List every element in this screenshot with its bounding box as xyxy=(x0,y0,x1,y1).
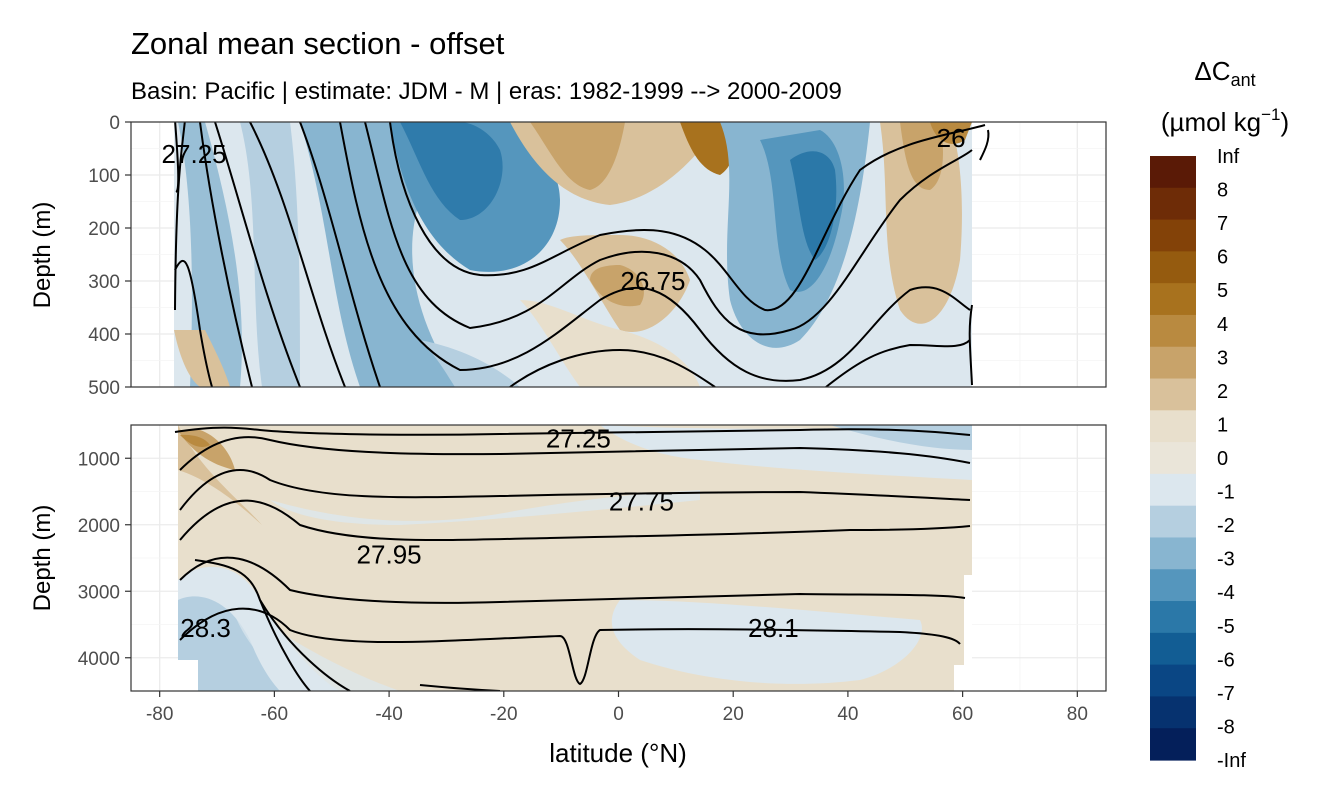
legend-swatch xyxy=(1150,378,1196,411)
legend-swatch xyxy=(1150,283,1196,316)
chart-subtitle: Basin: Pacific | estimate: JDM - M | era… xyxy=(131,78,842,105)
legend-label: -1 xyxy=(1217,482,1235,504)
panel-bottom-field xyxy=(178,425,972,691)
legend: ΔCant (µmol kg−1) Inf 8 7 6 5 4 3 2 1 0 -1 -2 -3 -4 -5… xyxy=(1150,56,1289,772)
legend-swatch xyxy=(1150,696,1196,729)
contour-label: 26 xyxy=(937,123,966,153)
chart-title: Zonal mean section - offset xyxy=(131,26,505,61)
y-tick-label: 100 xyxy=(88,166,120,187)
panel-bottom-contour-labels: 27.25 27.75 27.95 28.3 28.1 xyxy=(180,423,798,643)
legend-title: ΔCant xyxy=(1194,56,1255,90)
panel-bottom-y-label: Depth (m) xyxy=(29,505,56,612)
x-tick-label: -40 xyxy=(375,704,402,725)
legend-swatch xyxy=(1150,505,1196,539)
panel-bottom: 27.25 27.75 27.95 28.3 28.1 1000 2000 3000 4000… xyxy=(29,423,1107,692)
x-axis: -80 -60 -40 -20 0 20 40 60 80 xyxy=(146,691,1088,725)
y-tick-label: 4000 xyxy=(78,649,120,670)
panel-top-isopycnals xyxy=(174,122,990,387)
x-tick-label: -60 xyxy=(261,704,288,725)
legend-swatch xyxy=(1150,346,1196,380)
panel-top-y-axis: 0 100 200 300 400 500 xyxy=(88,113,131,399)
y-tick-label: 300 xyxy=(88,272,120,293)
x-tick-label: -80 xyxy=(146,704,173,725)
legend-label: 5 xyxy=(1217,280,1228,302)
x-tick-label: 60 xyxy=(952,704,973,725)
y-tick-label: 400 xyxy=(88,325,120,346)
legend-swatch xyxy=(1150,410,1196,443)
x-tick-label: 40 xyxy=(837,704,858,725)
y-tick-label: 1000 xyxy=(78,449,120,470)
legend-swatch xyxy=(1150,728,1196,761)
panel-top-contour-labels: 27.25 26.75 26 xyxy=(162,123,966,296)
legend-swatch xyxy=(1150,632,1196,666)
panel-top-field xyxy=(174,122,972,387)
x-tick-label: -20 xyxy=(490,704,517,725)
y-tick-label: 200 xyxy=(88,219,120,240)
y-tick-label: 0 xyxy=(109,113,120,134)
legend-label: Inf xyxy=(1217,146,1240,168)
legend-label: -5 xyxy=(1217,616,1235,638)
legend-label: 4 xyxy=(1217,314,1228,336)
y-tick-label: 3000 xyxy=(78,582,120,603)
x-tick-label: 80 xyxy=(1067,704,1088,725)
legend-label: -8 xyxy=(1217,716,1235,738)
y-tick-label: 2000 xyxy=(78,516,120,537)
legend-label: 0 xyxy=(1217,448,1228,470)
legend-label: -Inf xyxy=(1217,750,1246,772)
legend-swatch xyxy=(1150,219,1196,252)
panel-top-y-label: Depth (m) xyxy=(29,202,56,309)
legend-label: 2 xyxy=(1217,381,1228,403)
contour-label: 27.25 xyxy=(162,139,227,169)
legend-label: -6 xyxy=(1217,649,1235,671)
contour-label: 27.25 xyxy=(546,423,611,453)
legend-swatch xyxy=(1150,473,1196,507)
legend-swatch xyxy=(1150,537,1196,570)
panel-bottom-y-axis: 1000 2000 3000 4000 xyxy=(78,449,131,670)
legend-swatch xyxy=(1150,156,1196,189)
legend-label: 6 xyxy=(1217,247,1228,269)
legend-swatch xyxy=(1150,251,1196,284)
x-tick-label: 20 xyxy=(723,704,744,725)
legend-labels: Inf 8 7 6 5 4 3 2 1 0 -1 -2 -3 -4 -5 -6 -7 -8 -Inf xyxy=(1217,146,1246,772)
legend-label: -7 xyxy=(1217,683,1235,705)
legend-label: -3 xyxy=(1217,549,1235,571)
legend-label: -2 xyxy=(1217,515,1235,537)
contour-label: 27.95 xyxy=(357,540,422,570)
legend-swatch xyxy=(1150,314,1196,348)
legend-label: 8 xyxy=(1217,180,1228,202)
legend-label: 3 xyxy=(1217,347,1228,369)
x-tick-label: 0 xyxy=(613,704,624,725)
legend-swatch xyxy=(1150,601,1196,634)
legend-colorbar xyxy=(1150,156,1196,761)
y-tick-label: 500 xyxy=(88,378,120,399)
contour-label: 28.3 xyxy=(180,613,231,643)
legend-label: 1 xyxy=(1217,414,1228,436)
legend-label: 7 xyxy=(1217,213,1228,235)
x-axis-label: latitude (°N) xyxy=(549,738,687,768)
panel-top: 27.25 26.75 26 0 100 200 300 400 500 Depth (m) xyxy=(29,113,1107,399)
legend-swatch xyxy=(1150,664,1196,698)
contour-label: 28.1 xyxy=(748,613,799,643)
legend-swatch xyxy=(1150,569,1196,602)
legend-swatch xyxy=(1150,187,1196,221)
panel-top-border xyxy=(130,121,1107,388)
contour-label: 26.75 xyxy=(620,266,685,296)
legend-swatch xyxy=(1150,442,1196,475)
legend-unit: (µmol kg−1) xyxy=(1161,105,1289,137)
contour-label: 27.75 xyxy=(609,486,674,516)
legend-label: -4 xyxy=(1217,582,1235,604)
